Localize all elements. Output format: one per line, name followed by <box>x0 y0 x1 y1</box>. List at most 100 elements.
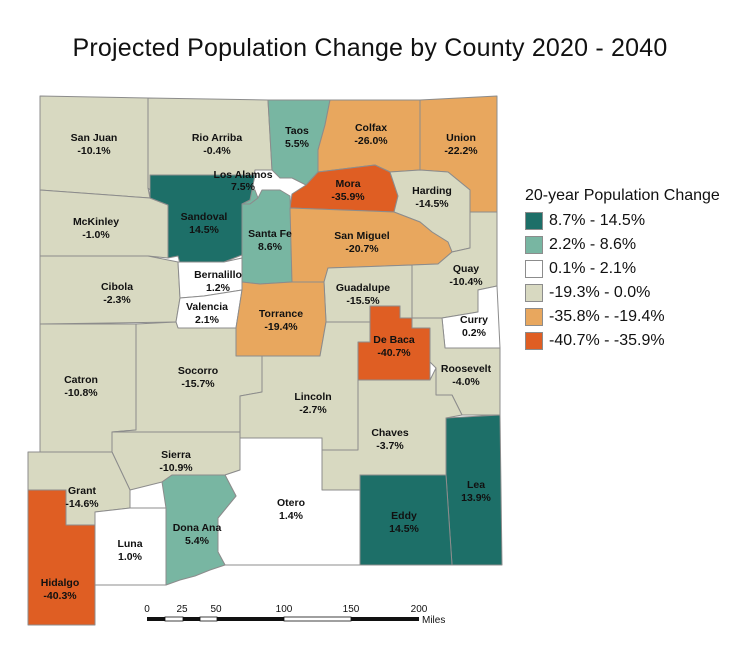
label-bernalillo-value: 1.2% <box>206 282 231 294</box>
label-de-baca-name: De Baca <box>373 334 415 346</box>
legend-label: -40.7% - -35.9% <box>549 332 665 349</box>
scale-segment <box>199 616 218 622</box>
label-guadalupe-value: -15.5% <box>346 295 380 307</box>
legend-label: -19.3% - 0.0% <box>549 284 651 301</box>
label-colfax-name: Colfax <box>355 122 387 134</box>
label-rio-arriba-name: Rio Arriba <box>192 132 243 144</box>
legend-item: 8.7% - 14.5% <box>525 209 720 233</box>
county-labels: San Juan -10.1% Rio Arriba -0.4% Taos 5.… <box>41 122 492 602</box>
label-bernalillo-name: Bernalillo <box>194 269 242 281</box>
label-roosevelt-name: Roosevelt <box>441 363 492 375</box>
scale-segment <box>283 616 352 622</box>
label-curry-value: 0.2% <box>462 327 487 339</box>
legend-title: 20-year Population Change <box>525 187 720 204</box>
label-san-miguel-name: San Miguel <box>334 230 390 242</box>
scale-segment <box>147 617 165 621</box>
label-mora-name: Mora <box>335 178 360 190</box>
county-hidalgo <box>27 489 96 626</box>
label-grant-value: -14.6% <box>65 498 99 510</box>
legend-item: -19.3% - 0.0% <box>525 281 720 305</box>
legend-label: -35.8% - -19.4% <box>549 308 665 325</box>
legend-item: -40.7% - -35.9% <box>525 329 720 353</box>
label-socorro-name: Socorro <box>178 365 218 377</box>
label-lincoln-name: Lincoln <box>294 391 331 403</box>
label-curry-name: Curry <box>460 314 488 326</box>
label-santa-fe-name: Santa Fe <box>248 228 292 240</box>
label-socorro-value: -15.7% <box>181 378 215 390</box>
label-valencia-name: Valencia <box>186 301 228 313</box>
scale-bar: 0 25 50 100 150 200 Miles <box>144 604 445 626</box>
label-sierra-name: Sierra <box>161 449 191 461</box>
map-title: Projected Population Change by County 20… <box>72 34 668 62</box>
label-quay-name: Quay <box>453 263 479 275</box>
label-de-baca-value: -40.7% <box>377 347 411 359</box>
scale-segment <box>217 617 284 621</box>
label-dona-ana-name: Dona Ana <box>173 522 222 534</box>
label-chaves-name: Chaves <box>371 427 409 439</box>
label-mora-value: -35.9% <box>331 191 365 203</box>
label-luna-value: 1.0% <box>118 551 143 563</box>
label-cibola-value: -2.3% <box>103 294 131 306</box>
scale-tick-label: 50 <box>210 604 222 615</box>
legend-swatch <box>525 236 543 254</box>
scale-segment <box>351 617 419 621</box>
label-sierra-value: -10.9% <box>159 462 193 474</box>
legend: 20-year Population Change 8.7% - 14.5% 2… <box>525 187 720 353</box>
label-san-juan-name: San Juan <box>71 132 118 144</box>
label-union-name: Union <box>446 132 476 144</box>
label-sandoval-name: Sandoval <box>181 211 228 223</box>
scale-segment <box>164 616 184 622</box>
label-los-alamos-name: Los Alamos <box>213 169 272 181</box>
label-los-alamos-value: 7.5% <box>231 181 256 193</box>
label-santa-fe-value: 8.6% <box>258 241 283 253</box>
label-otero-value: 1.4% <box>279 510 304 522</box>
label-lincoln-value: -2.7% <box>299 404 327 416</box>
label-guadalupe-name: Guadalupe <box>336 282 390 294</box>
label-torrance-value: -19.4% <box>264 321 298 333</box>
label-san-juan-value: -10.1% <box>77 145 111 157</box>
legend-swatch <box>525 308 543 326</box>
scale-tick-label: 25 <box>176 604 188 615</box>
label-eddy-name: Eddy <box>391 510 417 522</box>
scale-unit: Miles <box>422 615 445 626</box>
label-union-value: -22.2% <box>444 145 478 157</box>
label-harding-name: Harding <box>412 185 452 197</box>
legend-swatch <box>525 284 543 302</box>
label-lea-value: 13.9% <box>461 492 491 504</box>
legend-label: 0.1% - 2.1% <box>549 260 637 277</box>
label-harding-value: -14.5% <box>415 198 449 210</box>
label-mckinley-name: McKinley <box>73 216 119 228</box>
legend-swatch <box>525 332 543 350</box>
label-hidalgo-value: -40.3% <box>43 590 77 602</box>
scale-tick-label: 0 <box>144 604 150 615</box>
legend-swatch <box>525 212 543 230</box>
label-otero-name: Otero <box>277 497 305 509</box>
label-cibola-name: Cibola <box>101 281 133 293</box>
label-chaves-value: -3.7% <box>376 440 404 452</box>
county-lea <box>445 414 503 566</box>
label-taos-name: Taos <box>285 125 309 137</box>
label-valencia-value: 2.1% <box>195 314 220 326</box>
scale-tick-label: 200 <box>411 604 428 615</box>
label-eddy-value: 14.5% <box>389 523 419 535</box>
scale-segment <box>183 617 200 621</box>
label-rio-arriba-value: -0.4% <box>203 145 231 157</box>
label-quay-value: -10.4% <box>449 276 483 288</box>
label-hidalgo-name: Hidalgo <box>41 577 80 589</box>
label-roosevelt-value: -4.0% <box>452 376 480 388</box>
label-dona-ana-value: 5.4% <box>185 535 210 547</box>
legend-item: -35.8% - -19.4% <box>525 305 720 329</box>
label-luna-name: Luna <box>117 538 142 550</box>
legend-label: 2.2% - 8.6% <box>549 236 637 253</box>
legend-label: 8.7% - 14.5% <box>549 212 646 229</box>
label-torrance-name: Torrance <box>259 308 303 320</box>
legend-swatch <box>525 260 543 278</box>
scale-tick-label: 100 <box>276 604 293 615</box>
label-colfax-value: -26.0% <box>354 135 388 147</box>
label-sandoval-value: 14.5% <box>189 224 219 236</box>
label-lea-name: Lea <box>467 479 485 491</box>
county-san-juan <box>39 95 151 199</box>
legend-item: 0.1% - 2.1% <box>525 257 720 281</box>
label-mckinley-value: -1.0% <box>82 229 110 241</box>
label-catron-value: -10.8% <box>64 387 98 399</box>
